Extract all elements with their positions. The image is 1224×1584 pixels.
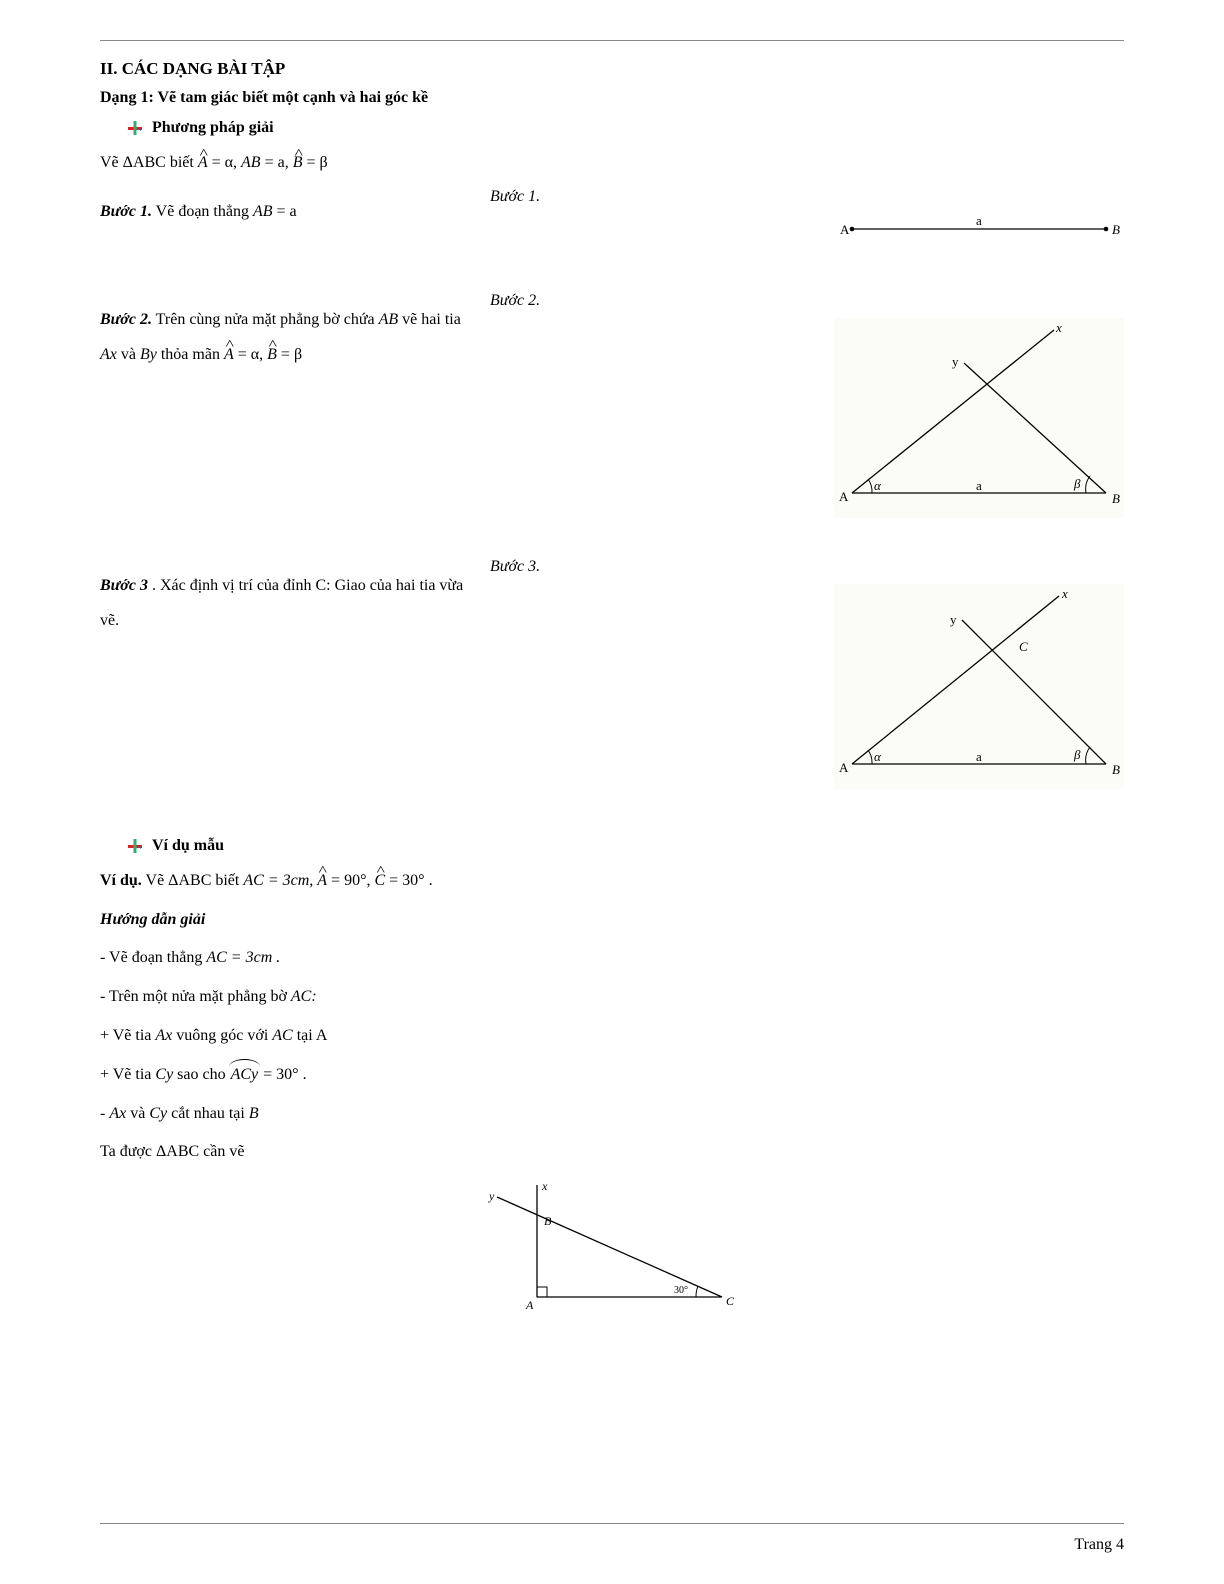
svg-text:x: x: [541, 1179, 548, 1193]
vdmau-heading-row: Ví dụ mẫu: [100, 837, 1124, 855]
sol-l4: + Vẽ tia Cy sao cho ACy = 30° .: [100, 1061, 1124, 1090]
svg-text:B: B: [1112, 491, 1120, 506]
rule-top: [100, 40, 1124, 41]
bullet-icon: [128, 121, 142, 135]
svg-text:A: A: [839, 489, 849, 504]
step1-row: Bước 1. Vẽ đoạn thẳng AB = a Bước 1. A B…: [100, 188, 1124, 244]
svg-text:β: β: [1073, 476, 1081, 491]
svg-text:A: A: [840, 222, 850, 237]
svg-text:30°: 30°: [674, 1285, 688, 1296]
intro-line: Vẽ ΔABC biết A = α, AB = a, B = β: [100, 149, 1124, 178]
sol-l2: - Trên một nửa mặt phẳng bờ AC:: [100, 983, 1124, 1012]
step2-row: Bước 2. Trên cùng nửa mặt phẳng bờ chứa …: [100, 292, 1124, 518]
svg-text:y: y: [952, 354, 959, 369]
svg-text:A: A: [525, 1298, 534, 1312]
svg-text:A: A: [839, 760, 849, 775]
svg-text:α: α: [874, 478, 882, 493]
fig2-label: Bước 2.: [490, 292, 1124, 310]
svg-text:C: C: [1019, 639, 1028, 654]
svg-text:B: B: [1112, 222, 1120, 237]
method-heading: Phương pháp giải: [152, 119, 274, 137]
vidu-line: Ví dụ. Vẽ ΔABC biết AC = 3cm, A = 90°, C…: [100, 867, 1124, 896]
svg-text:a: a: [976, 478, 982, 493]
svg-text:B: B: [544, 1214, 552, 1228]
svg-text:β: β: [1073, 747, 1081, 762]
fig3-label: Bước 3.: [490, 558, 1124, 576]
bullet-icon: [128, 839, 142, 853]
figure-vd-wrap: A C B x y 30°: [100, 1177, 1124, 1317]
svg-text:x: x: [1061, 586, 1068, 601]
dang1-heading: Dạng 1: Vẽ tam giác biết một cạnh và hai…: [100, 89, 1124, 107]
svg-text:α: α: [874, 749, 882, 764]
sol-l1: - Vẽ đoạn thẳng AC = 3cm .: [100, 944, 1124, 973]
sol-l6: Ta được ΔABC cần vẽ: [100, 1138, 1124, 1167]
section-heading: II. CÁC DẠNG BÀI TẬP: [100, 59, 1124, 79]
figure-step1: A B a: [834, 214, 1124, 244]
fig1-label: Bước 1.: [490, 188, 1124, 206]
rule-bottom: [100, 1523, 1124, 1524]
svg-text:y: y: [950, 612, 957, 627]
svg-text:x: x: [1055, 320, 1062, 335]
vdmau-heading: Ví dụ mẫu: [152, 837, 224, 855]
step2-label: Bước 2.: [100, 311, 152, 328]
step3-label: Bước 3: [100, 577, 148, 594]
svg-text:a: a: [976, 214, 982, 228]
figure-step2: A B x y a α β: [834, 318, 1124, 518]
figure-vd: A C B x y 30°: [482, 1177, 742, 1317]
sol-l3: + Vẽ tia Ax vuông góc với AC tại A: [100, 1022, 1124, 1051]
huongdan-heading: Hướng dẫn giải: [100, 906, 1124, 935]
step3-row: Bước 3 . Xác định vị trí của đỉnh C: Gia…: [100, 558, 1124, 789]
svg-text:y: y: [488, 1189, 495, 1203]
page-number: Trang 4: [1074, 1536, 1124, 1554]
sol-l5: - Ax và Cy cắt nhau tại B: [100, 1100, 1124, 1129]
svg-text:C: C: [726, 1294, 735, 1308]
step1-label: Bước 1.: [100, 203, 152, 220]
svg-text:a: a: [976, 749, 982, 764]
method-heading-row: Phương pháp giải: [100, 119, 1124, 137]
figure-step3: A B C x y a α β: [834, 584, 1124, 789]
svg-text:B: B: [1112, 762, 1120, 777]
